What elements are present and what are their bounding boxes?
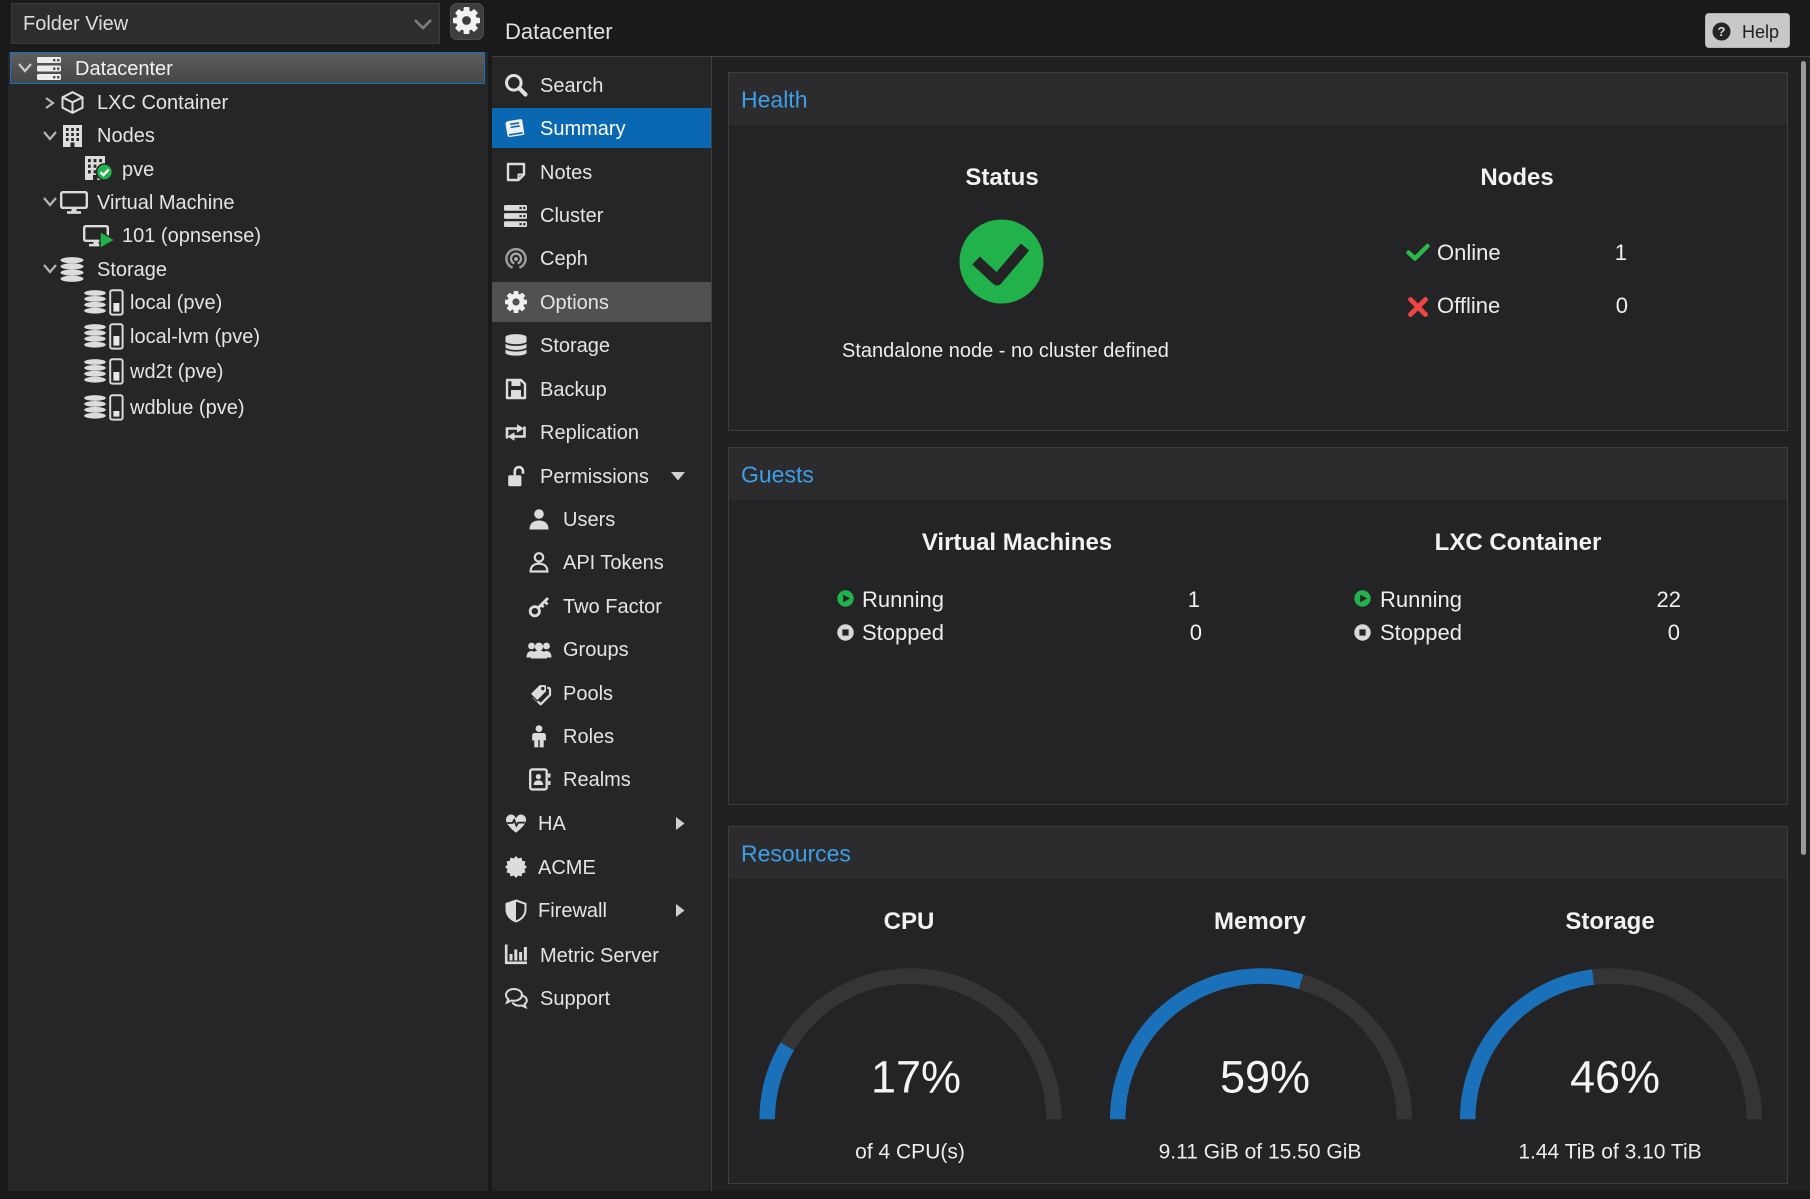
svg-text:?: ?	[1718, 24, 1726, 39]
